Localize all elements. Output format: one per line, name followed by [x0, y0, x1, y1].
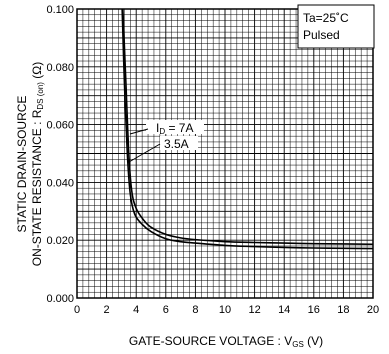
series-leader-7a [129, 128, 149, 135]
x-tick-label: 14 [278, 304, 290, 316]
x-tick-label: 20 [367, 304, 379, 316]
x-tick-label: 18 [337, 304, 349, 316]
condition-temperature: Ta=25˚C [303, 11, 349, 25]
series-line-7a [122, 9, 373, 246]
y-tick-label: 0.060 [46, 120, 74, 132]
x-tick-label: 10 [219, 304, 231, 316]
x-tick-label: 0 [74, 304, 80, 316]
y-tick-label: 0.020 [46, 235, 74, 247]
y-axis-title-line1: STATIC DRAIN-SOURCE [15, 96, 29, 233]
y-tick-label: 0.100 [46, 4, 74, 16]
x-tick-label: 8 [192, 304, 198, 316]
series-label-7a: ID = 7A [156, 121, 193, 136]
tick-labels: 0 2 4 6 8 10 12 14 16 18 20 0.000 0.020 0.040 0.060 0.0… [46, 4, 379, 316]
y-tick-label: 0.000 [46, 293, 74, 305]
series-label-3-5a: 3.5A [164, 137, 189, 151]
grid [77, 9, 373, 298]
x-tick-label: 12 [248, 304, 260, 316]
x-tick-label: 6 [163, 304, 169, 316]
series-label-bg-7a [146, 120, 204, 134]
y-tick-label: 0.080 [46, 62, 74, 74]
series-lines [121, 9, 373, 250]
x-axis-title: GATE-SOURCE VOLTAGE : VGS (V) [129, 334, 323, 349]
x-tick-label: 4 [133, 304, 139, 316]
series-leader-3-5a [128, 143, 161, 163]
x-tick-label: 16 [308, 304, 320, 316]
series-label-bg-3-5a [160, 136, 198, 150]
series-line-3-5a [121, 9, 373, 250]
y-tick-label: 0.040 [46, 177, 74, 189]
y-axis-title-line2: ON-STATE RESISTANCE : RDS (on) (Ω) [30, 62, 45, 267]
condition-pulsed: Pulsed [303, 28, 340, 42]
x-tick-label: 2 [104, 304, 110, 316]
conditions-box [297, 4, 375, 49]
plot-frame [76, 8, 374, 299]
